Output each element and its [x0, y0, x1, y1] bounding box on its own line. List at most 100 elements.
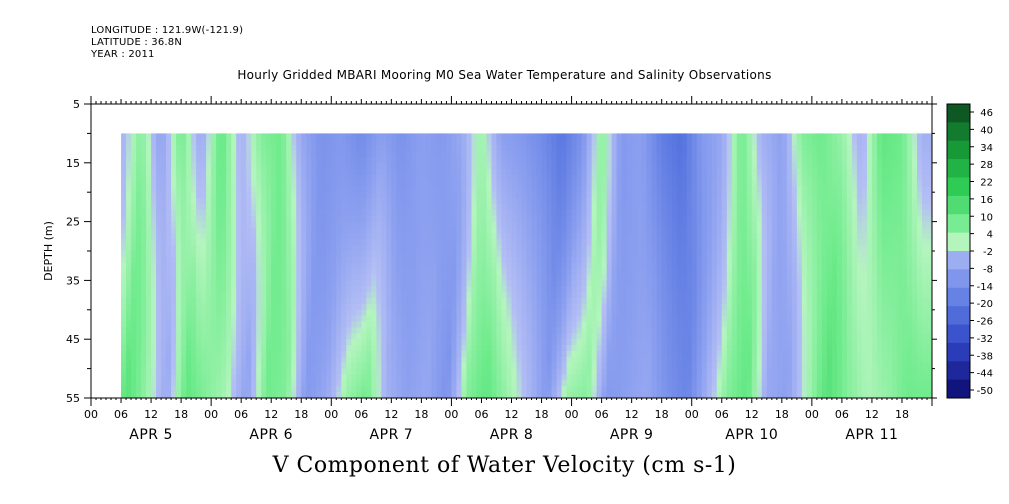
heatmap-cell	[176, 356, 182, 364]
heatmap-cell	[606, 151, 613, 158]
heatmap-cell	[416, 298, 422, 305]
heatmap-cell	[386, 198, 392, 205]
heatmap-cell	[531, 356, 538, 364]
heatmap-cell	[606, 315, 613, 323]
heatmap-cell	[651, 245, 658, 252]
heatmap-cell	[436, 280, 443, 287]
heatmap-cell	[221, 139, 227, 146]
heatmap-cell	[591, 386, 598, 393]
heatmap-cell	[621, 368, 628, 376]
heatmap-cell	[151, 186, 157, 193]
heatmap-cell	[606, 227, 613, 234]
heatmap-cell	[641, 192, 648, 199]
heatmap-cell	[156, 268, 162, 276]
heatmap-cell	[446, 209, 453, 217]
heatmap-cell	[226, 203, 232, 211]
heatmap-cell	[326, 133, 332, 140]
heatmap-cell	[486, 245, 493, 252]
heatmap-cell	[221, 368, 227, 376]
heatmap-cell	[206, 262, 212, 270]
heatmap-cell	[191, 245, 197, 252]
heatmap-cell	[496, 139, 503, 146]
heatmap-cell	[321, 227, 327, 234]
heatmap-cell	[486, 256, 493, 264]
heatmap-cell	[181, 239, 187, 246]
heatmap-cell	[161, 139, 167, 146]
heatmap-cell	[506, 139, 513, 146]
heatmap-cell	[571, 274, 578, 281]
heatmap-cell	[471, 298, 478, 305]
heatmap-cell	[256, 333, 262, 340]
heatmap-cell	[591, 350, 598, 358]
heatmap-cell	[251, 168, 257, 176]
heatmap-cell	[511, 327, 518, 334]
heatmap-cell	[226, 321, 232, 329]
heatmap-cell	[491, 380, 498, 387]
heatmap-cell	[596, 286, 603, 293]
heatmap-cell	[166, 151, 172, 158]
heatmap-cell	[391, 356, 397, 364]
heatmap-cell	[531, 180, 538, 187]
heatmap-cell	[656, 227, 663, 234]
heatmap-cell	[241, 198, 247, 205]
heatmap-cell	[226, 374, 232, 381]
heatmap-cell	[641, 315, 648, 323]
heatmap-cell	[281, 262, 287, 270]
heatmap-cell	[401, 280, 407, 287]
heatmap-cell	[451, 192, 458, 199]
heatmap-cell	[546, 345, 553, 352]
heatmap-cell	[521, 268, 528, 276]
heatmap-cell	[531, 156, 538, 164]
heatmap-cell	[646, 362, 653, 370]
heatmap-cell	[626, 327, 633, 334]
heatmap-cell	[626, 162, 633, 170]
heatmap-cell	[586, 380, 593, 387]
heatmap-cell	[351, 286, 357, 293]
heatmap-cell	[641, 303, 648, 311]
heatmap-cell	[556, 209, 563, 217]
heatmap-cell	[396, 233, 402, 240]
heatmap-cell	[651, 139, 658, 146]
heatmap-cell	[416, 392, 422, 398]
heatmap-cell	[516, 315, 523, 323]
heatmap-cell	[236, 245, 242, 252]
heatmap-cell	[261, 386, 267, 393]
heatmap-cell	[536, 356, 543, 364]
heatmap-cell	[361, 203, 367, 211]
heatmap-cell	[516, 133, 523, 140]
heatmap-cell	[426, 368, 433, 376]
heatmap-cell	[596, 168, 603, 176]
heatmap-cell	[436, 156, 443, 164]
heatmap-cell	[161, 303, 167, 311]
heatmap-cell	[456, 145, 463, 152]
heatmap-cell	[526, 280, 533, 287]
heatmap-cell	[596, 215, 603, 223]
heatmap-cell	[336, 298, 342, 305]
heatmap-cell	[291, 139, 297, 146]
heatmap-cell	[581, 321, 588, 329]
heatmap-cell	[281, 350, 287, 358]
heatmap-cell	[421, 192, 427, 199]
heatmap-cell	[146, 180, 152, 187]
heatmap-cell	[446, 151, 453, 158]
heatmap-cell	[661, 221, 668, 229]
heatmap-cell	[641, 333, 648, 340]
heatmap-cell	[131, 333, 137, 340]
heatmap-cell	[551, 133, 558, 140]
heatmap-cell	[166, 368, 172, 376]
heatmap-cell	[566, 280, 573, 287]
heatmap-cell	[166, 186, 172, 193]
heatmap-cell	[236, 386, 242, 393]
heatmap-cell	[341, 251, 347, 258]
heatmap-cell	[176, 321, 182, 329]
heatmap-cell	[161, 145, 167, 152]
heatmap-cell	[186, 345, 192, 352]
heatmap-cell	[511, 245, 518, 252]
heatmap-cell	[166, 392, 172, 398]
heatmap-cell	[186, 203, 192, 211]
heatmap-cell	[626, 345, 633, 352]
heatmap-cell	[246, 162, 252, 170]
heatmap-cell	[416, 198, 422, 205]
heatmap-cell	[456, 280, 463, 287]
heatmap-cell	[526, 380, 533, 387]
